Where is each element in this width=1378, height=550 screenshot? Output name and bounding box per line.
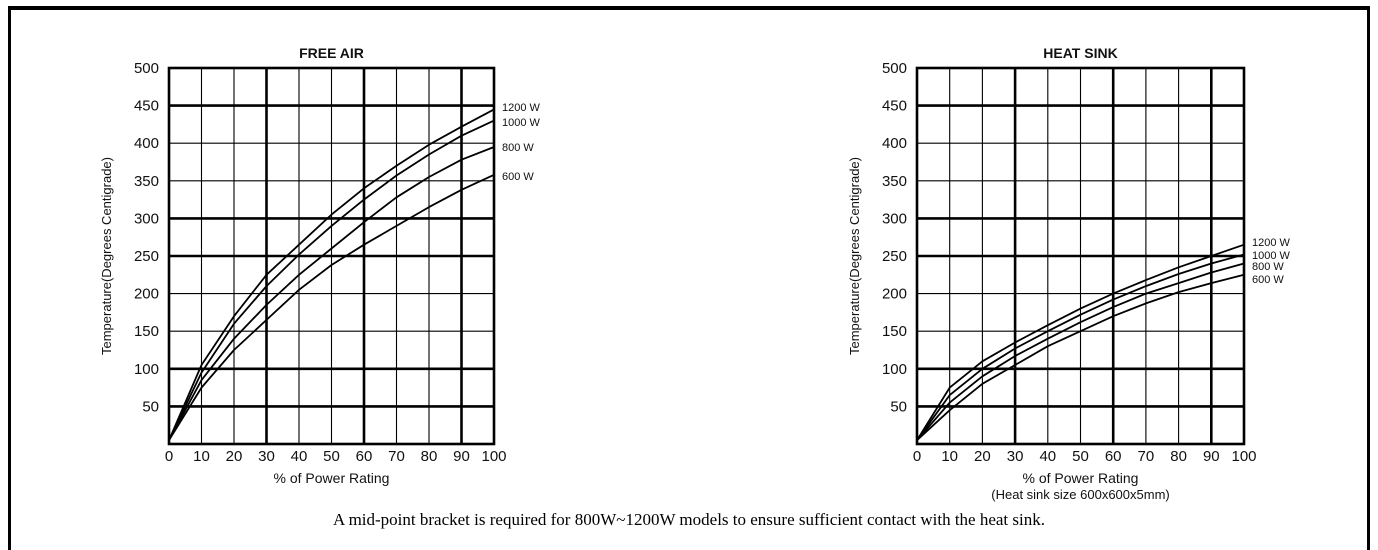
free-air-x-axis-label: % of Power Rating [274, 470, 390, 486]
heat-sink-series-line [916, 273, 1245, 441]
heat-sink-x-tick-label: 100 [1231, 448, 1256, 465]
heat-sink-x-tick-label: 80 [1170, 448, 1187, 465]
free-air-series-line [168, 146, 495, 441]
free-air-y-tick-label: 100 [134, 361, 159, 378]
free-air-x-tick-label: 70 [388, 448, 405, 465]
heat-sink-x-axis-sublabel: (Heat sink size 600x600x5mm) [991, 487, 1169, 502]
free-air-plot-border [167, 66, 496, 446]
heat-sink-x-tick-label: 50 [1072, 448, 1089, 465]
heat-sink-series-label: 800 W [1252, 261, 1284, 273]
free-air-series-line [168, 119, 495, 441]
heat-sink-series-label: 600 W [1252, 274, 1284, 286]
free-air-y-tick-label: 450 [134, 98, 159, 115]
free-air-x-tick-label: 100 [481, 448, 506, 465]
free-air-y-tick-label: 300 [134, 210, 159, 227]
free-air-y-tick-label: 150 [134, 323, 159, 340]
figure-frame [8, 6, 1370, 550]
free-air-series-line [168, 108, 495, 441]
free-air-x-tick-label: 60 [356, 448, 373, 465]
heat-sink-series-label: 1200 W [1252, 237, 1291, 249]
free-air-x-tick-label: 90 [453, 448, 470, 465]
heat-sink-x-tick-label: 0 [913, 448, 921, 465]
free-air-series-label: 1200 W [502, 102, 541, 114]
heat-sink-chart-title: HEAT SINK [1043, 45, 1117, 61]
heat-sink-x-tick-label: 10 [941, 448, 958, 465]
free-air-x-tick-label: 40 [291, 448, 308, 465]
heat-sink-y-tick-label: 400 [882, 135, 907, 152]
heat-sink-x-tick-label: 40 [1039, 448, 1056, 465]
free-air-x-tick-label: 20 [226, 448, 243, 465]
free-air-series-line [168, 173, 495, 441]
free-air-y-tick-label: 500 [134, 60, 159, 77]
heat-sink-series-line [916, 243, 1245, 441]
heat-sink-y-tick-label: 100 [882, 361, 907, 378]
heat-sink-x-tick-label: 20 [974, 448, 991, 465]
free-air-series-label: 1000 W [502, 117, 541, 129]
heat-sink-x-tick-label: 90 [1203, 448, 1220, 465]
free-air-y-tick-label: 200 [134, 286, 159, 303]
free-air-y-axis-label: Temperature(Degrees Centigrade) [99, 157, 114, 355]
heat-sink-series-line [916, 253, 1245, 441]
free-air-x-tick-label: 50 [323, 448, 340, 465]
heat-sink-y-tick-label: 500 [882, 60, 907, 77]
free-air-x-tick-label: 10 [193, 448, 210, 465]
free-air-series-label: 600 W [502, 171, 534, 183]
heat-sink-y-axis-label: Temperature(Degrees Centigrade) [847, 157, 862, 355]
free-air-x-tick-label: 80 [421, 448, 438, 465]
free-air-y-tick-label: 50 [142, 398, 159, 415]
heat-sink-y-tick-label: 350 [882, 173, 907, 190]
free-air-chart-title: FREE AIR [299, 45, 364, 61]
free-air-y-tick-label: 250 [134, 248, 159, 265]
heat-sink-y-tick-label: 450 [882, 98, 907, 115]
heat-sink-y-tick-label: 250 [882, 248, 907, 265]
heat-sink-y-tick-label: 150 [882, 323, 907, 340]
free-air-x-tick-label: 30 [258, 448, 275, 465]
free-air-series-label: 800 W [502, 142, 534, 154]
heat-sink-y-tick-label: 300 [882, 210, 907, 227]
heat-sink-x-axis-label: % of Power Rating [1023, 470, 1139, 486]
heat-sink-y-tick-label: 50 [890, 398, 907, 415]
free-air-y-tick-label: 400 [134, 135, 159, 152]
heat-sink-plot-border [915, 66, 1246, 446]
heat-sink-series-label: 1000 W [1252, 250, 1291, 262]
heat-sink-x-tick-label: 30 [1007, 448, 1024, 465]
heat-sink-y-tick-label: 200 [882, 286, 907, 303]
figure-caption: A mid-point bracket is required for 800W… [332, 510, 1045, 529]
free-air-y-tick-label: 350 [134, 173, 159, 190]
heat-sink-x-tick-label: 70 [1138, 448, 1155, 465]
free-air-x-tick-label: 0 [165, 448, 173, 465]
heat-sink-series-line [916, 262, 1245, 441]
heat-sink-x-tick-label: 60 [1105, 448, 1122, 465]
